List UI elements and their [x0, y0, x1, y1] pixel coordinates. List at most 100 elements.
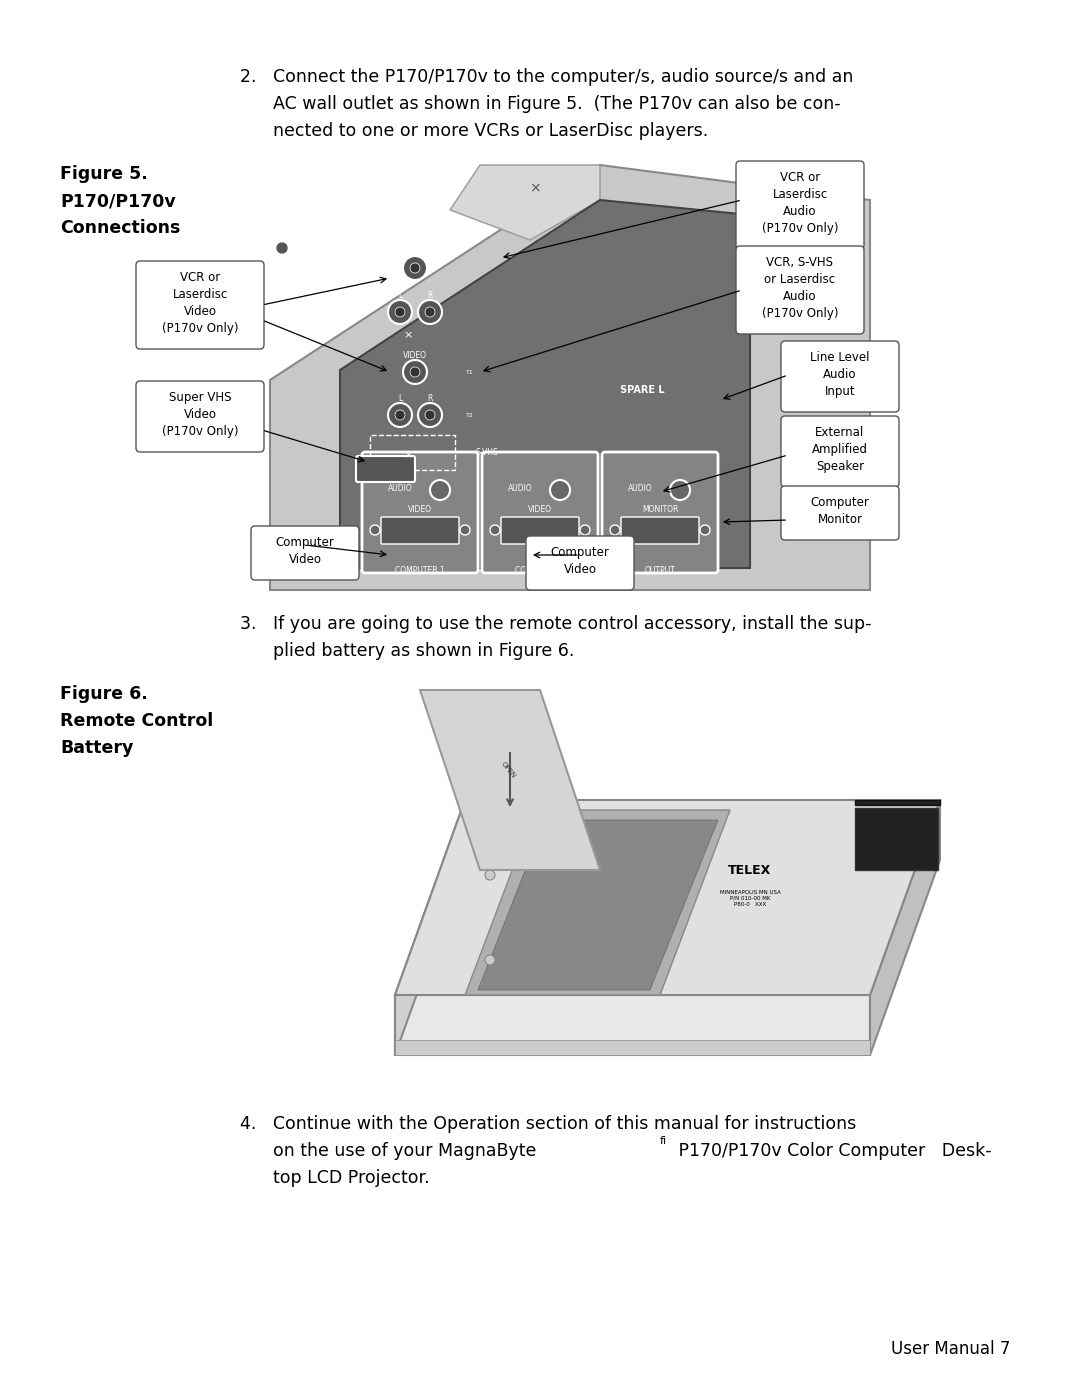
- Circle shape: [403, 359, 427, 384]
- Text: AUDIO: AUDIO: [388, 483, 413, 493]
- Circle shape: [670, 480, 690, 500]
- Text: Amplified: Amplified: [812, 443, 868, 455]
- Text: Connections: Connections: [60, 219, 180, 237]
- FancyBboxPatch shape: [136, 261, 264, 348]
- Polygon shape: [855, 799, 940, 805]
- Polygon shape: [270, 165, 870, 590]
- Text: Computer: Computer: [275, 536, 335, 548]
- Text: Video: Video: [184, 304, 216, 318]
- Text: 2.   Connect the P170/P170v to the computer/s, audio source/s and an: 2. Connect the P170/P170v to the compute…: [240, 68, 853, 86]
- Text: AUDIO: AUDIO: [627, 483, 652, 493]
- Text: R: R: [428, 394, 433, 403]
- FancyBboxPatch shape: [136, 380, 264, 452]
- Text: MONITOR: MONITOR: [642, 504, 678, 514]
- Text: OUTPUT: OUTPUT: [645, 565, 675, 575]
- Text: VIDEO: VIDEO: [403, 246, 427, 254]
- Text: Battery: Battery: [60, 738, 133, 756]
- FancyBboxPatch shape: [362, 452, 478, 573]
- Circle shape: [418, 403, 442, 428]
- Text: on the use of your MagnaByte: on the use of your MagnaByte: [240, 1142, 537, 1160]
- Circle shape: [388, 300, 411, 323]
- FancyBboxPatch shape: [501, 516, 579, 544]
- Bar: [370, 434, 455, 471]
- FancyBboxPatch shape: [781, 486, 899, 540]
- Text: Monitor: Monitor: [818, 512, 863, 526]
- Text: L: L: [397, 290, 402, 300]
- Text: ×: ×: [403, 450, 413, 459]
- Circle shape: [418, 300, 442, 323]
- FancyBboxPatch shape: [381, 516, 459, 544]
- Text: P170/P170v: P170/P170v: [60, 192, 176, 210]
- Text: Audio: Audio: [783, 204, 816, 218]
- Circle shape: [388, 403, 411, 428]
- Circle shape: [276, 543, 287, 552]
- FancyBboxPatch shape: [482, 452, 598, 573]
- Circle shape: [580, 525, 590, 534]
- FancyBboxPatch shape: [602, 452, 718, 573]
- Text: External: External: [815, 426, 865, 439]
- Text: User Manual 7: User Manual 7: [891, 1339, 1010, 1357]
- Circle shape: [700, 525, 710, 534]
- Text: Input: Input: [825, 384, 855, 397]
- Text: VCR or: VCR or: [180, 271, 220, 283]
- Text: Laserdisc: Laserdisc: [772, 187, 827, 200]
- Circle shape: [490, 525, 500, 534]
- Polygon shape: [395, 799, 465, 1055]
- Text: S-VHS: S-VHS: [475, 447, 498, 457]
- Text: TELEX: TELEX: [728, 863, 771, 876]
- FancyBboxPatch shape: [621, 516, 699, 544]
- Text: VCR or: VCR or: [780, 171, 820, 183]
- Text: Super VHS: Super VHS: [168, 390, 231, 404]
- Text: P170/P170v Color Computer   Desk-: P170/P170v Color Computer Desk-: [673, 1142, 991, 1160]
- Text: plied battery as shown in Figure 6.: plied battery as shown in Figure 6.: [240, 643, 575, 661]
- FancyBboxPatch shape: [781, 341, 899, 412]
- Text: Audio: Audio: [823, 368, 856, 380]
- Text: Figure 6.: Figure 6.: [60, 686, 148, 702]
- Text: Figure 5.: Figure 5.: [60, 165, 148, 183]
- Text: 4.   Continue with the Operation section of this manual for instructions: 4. Continue with the Operation section o…: [240, 1115, 856, 1133]
- Circle shape: [460, 525, 470, 534]
- Polygon shape: [855, 808, 939, 870]
- Circle shape: [485, 870, 495, 880]
- Text: VIDEO: VIDEO: [528, 504, 552, 514]
- Circle shape: [426, 307, 435, 316]
- Polygon shape: [450, 165, 600, 240]
- Text: Video: Video: [564, 562, 596, 576]
- Text: Laserdisc: Laserdisc: [173, 287, 228, 300]
- Polygon shape: [478, 820, 718, 990]
- Text: T2: T2: [467, 412, 474, 418]
- Polygon shape: [395, 1040, 870, 1055]
- Circle shape: [610, 525, 620, 534]
- Circle shape: [410, 366, 420, 378]
- Text: MINNEAPOLIS MN USA
P/N 010-00 MK
P80-0   XXX: MINNEAPOLIS MN USA P/N 010-00 MK P80-0 X…: [719, 890, 781, 906]
- Polygon shape: [395, 995, 870, 1055]
- Text: ×: ×: [529, 180, 541, 194]
- Text: SPARE L: SPARE L: [620, 384, 664, 396]
- Circle shape: [485, 955, 495, 965]
- Text: top LCD Projector.: top LCD Projector.: [240, 1169, 430, 1187]
- Text: or Laserdisc: or Laserdisc: [765, 272, 836, 286]
- Circle shape: [550, 480, 570, 500]
- FancyBboxPatch shape: [526, 536, 634, 590]
- FancyBboxPatch shape: [781, 416, 899, 487]
- Text: (P170v Only): (P170v Only): [162, 322, 239, 335]
- Text: Video: Video: [184, 408, 216, 421]
- Text: OPEN: OPEN: [500, 761, 516, 779]
- Text: VIDEO: VIDEO: [408, 504, 432, 514]
- Text: nected to one or more VCRs or LaserDisc players.: nected to one or more VCRs or LaserDisc …: [240, 122, 708, 140]
- FancyBboxPatch shape: [735, 161, 864, 248]
- Text: VCR, S-VHS: VCR, S-VHS: [767, 255, 834, 268]
- Text: Computer: Computer: [811, 496, 869, 508]
- Circle shape: [395, 307, 405, 316]
- Text: Video: Video: [288, 552, 322, 565]
- Polygon shape: [395, 799, 940, 995]
- Text: AC wall outlet as shown in Figure 5.  (The P170v can also be con-: AC wall outlet as shown in Figure 5. (Th…: [240, 94, 840, 112]
- Text: 3.   If you are going to use the remote control accessory, install the sup-: 3. If you are going to use the remote co…: [240, 615, 872, 633]
- Circle shape: [403, 255, 427, 280]
- Text: COMPUTER 1: COMPUTER 1: [395, 565, 445, 575]
- Circle shape: [577, 552, 588, 564]
- Circle shape: [276, 243, 287, 253]
- FancyBboxPatch shape: [251, 526, 359, 580]
- Text: Line Level: Line Level: [810, 351, 869, 364]
- Text: Audio: Audio: [783, 290, 816, 303]
